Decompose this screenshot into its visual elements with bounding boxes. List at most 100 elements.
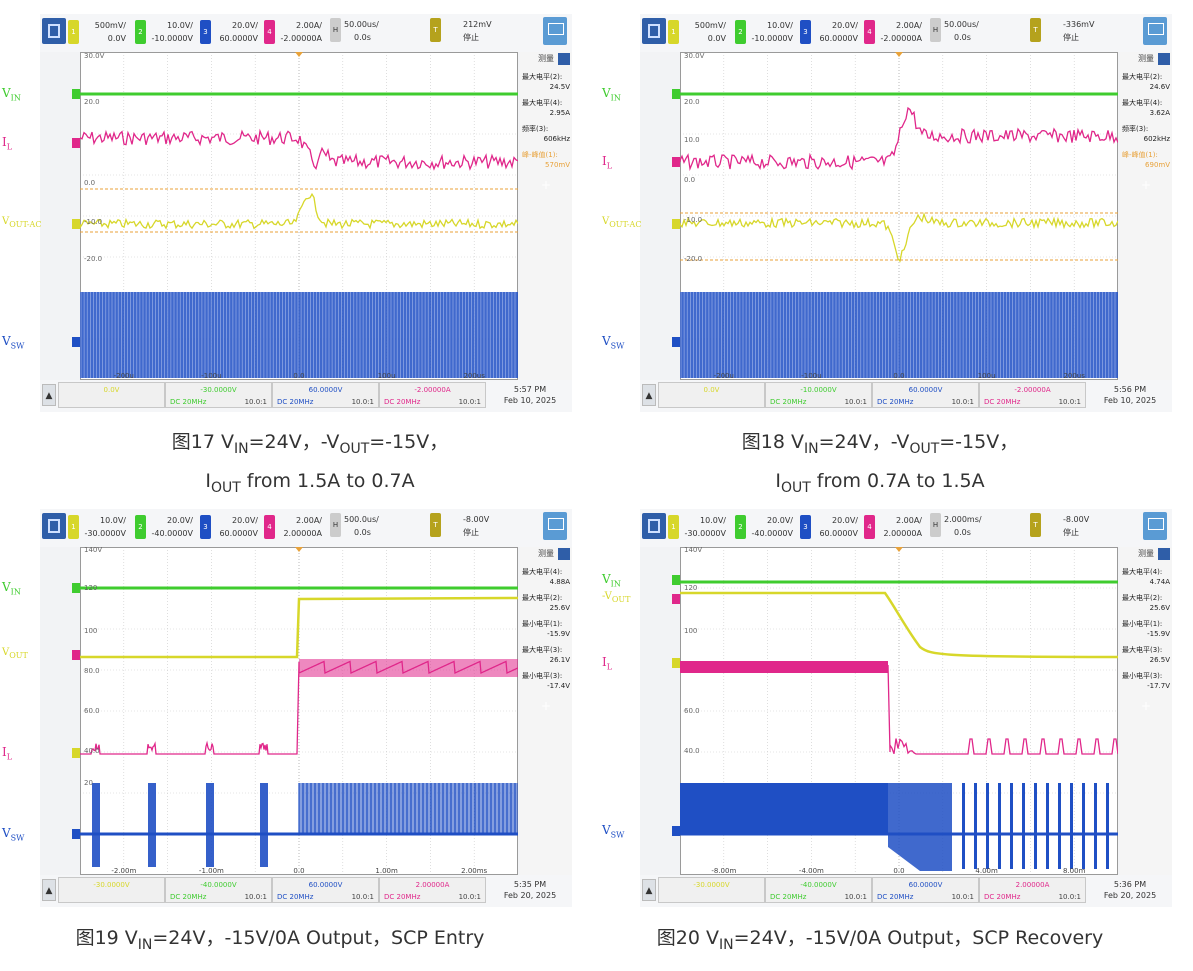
channel-status-3[interactable]: 60.0000V DC 20MHz 10.0:1 (272, 382, 379, 408)
measure-add-icon[interactable] (1158, 53, 1170, 65)
arrow-up-icon[interactable]: ▲ (642, 879, 656, 901)
horizontal-scale: 500.0us/ (344, 515, 379, 524)
channel-4-settings[interactable]: 4 2.00A/ -2.00000A (864, 18, 928, 48)
measurement-item[interactable]: 最大电平(4): 2.95A (522, 98, 570, 118)
channel-status-3[interactable]: 60.0000V DC 20MHz 10.0:1 (272, 877, 379, 903)
measure-add-icon[interactable] (1158, 548, 1170, 560)
tools-icon[interactable] (543, 512, 567, 540)
channel-1-settings[interactable]: 1 500mV/0.0V (668, 18, 732, 48)
channel-status-1[interactable]: -30.0000V (658, 877, 765, 903)
measurement-item[interactable]: 最小电平(1): -15.9V (1122, 619, 1170, 639)
channel-3-settings[interactable]: 3 20.0V/60.0000V (800, 18, 864, 48)
channel-marker[interactable] (72, 829, 80, 839)
channel-marker[interactable] (672, 157, 680, 167)
measurement-label: 最大电平(2): (1122, 594, 1163, 602)
channel-marker[interactable] (72, 89, 80, 99)
add-measurement-icon[interactable]: + (540, 178, 552, 192)
channel-marker[interactable] (72, 337, 80, 347)
channel-2-settings[interactable]: 2 20.0V/ -40.0000V (135, 513, 199, 543)
measurement-item[interactable]: 最大电平(2): 25.6V (1122, 593, 1170, 613)
arrow-up-icon[interactable]: ▲ (42, 384, 56, 406)
menu-icon[interactable] (642, 513, 666, 539)
channel-marker[interactable] (72, 583, 80, 593)
channel-marker[interactable] (672, 219, 680, 229)
measurement-item[interactable]: 最小电平(1): -15.9V (522, 619, 570, 639)
channel-marker[interactable] (72, 138, 80, 148)
measurement-item[interactable]: 最小电平(3): -17.7V (1122, 671, 1170, 691)
measurement-item[interactable]: 最小电平(3): -17.4V (522, 671, 570, 691)
channel-status-2[interactable]: -10.0000V DC 20MHz 10.0:1 (765, 382, 872, 408)
channel-2-settings[interactable]: 2 10.0V/ -10.0000V (135, 18, 199, 48)
tools-icon[interactable] (1143, 512, 1167, 540)
channel-4-settings[interactable]: 4 2.00A/2.00000A (264, 513, 328, 543)
measurement-item[interactable]: 最大电平(2): 24.6V (1122, 72, 1170, 92)
measure-add-icon[interactable] (558, 53, 570, 65)
channel-status-2[interactable]: -40.0000V DC 20MHz 10.0:1 (765, 877, 872, 903)
menu-icon[interactable] (42, 18, 66, 44)
channel-3-settings[interactable]: 3 20.0V/60.0000V (200, 513, 264, 543)
measurement-item[interactable]: 频率(3): 602kHz (1122, 124, 1170, 144)
channel-4-settings[interactable]: 4 2.00A/ -2.00000A (264, 18, 328, 48)
channel-status-3[interactable]: 60.0000V DC 20MHz 10.0:1 (872, 877, 979, 903)
channel-2-settings[interactable]: 2 20.0V/ -40.0000V (735, 513, 799, 543)
measurement-item[interactable]: 最大电平(2): 24.5V (522, 72, 570, 92)
menu-icon[interactable] (42, 513, 66, 539)
channel-marker[interactable] (672, 658, 680, 668)
channel-status-4[interactable]: 2.00000A DC 20MHz 10.0:1 (379, 877, 486, 903)
add-measurement-icon[interactable]: + (1140, 178, 1152, 192)
tools-icon[interactable] (543, 17, 567, 45)
channel-1-settings[interactable]: 1 10.0V/ -30.0000V (668, 513, 732, 543)
measurement-item[interactable]: 最大电平(3): 26.5V (1122, 645, 1170, 665)
channel-status-3[interactable]: 60.0000V DC 20MHz 10.0:1 (872, 382, 979, 408)
channel-marker[interactable] (72, 219, 80, 229)
horizontal-icon[interactable]: H (930, 513, 941, 537)
channel-1-settings[interactable]: 1 10.0V/ -30.0000V (68, 513, 132, 543)
menu-icon[interactable] (642, 18, 666, 44)
channel-marker[interactable] (72, 748, 80, 758)
trigger-icon[interactable]: T (1030, 18, 1041, 42)
measurement-item[interactable]: 最大电平(2): 25.6V (522, 593, 570, 613)
measurement-item[interactable]: 峰-峰值(1): 690mV (1122, 150, 1170, 170)
channel-3-settings[interactable]: 3 20.0V/60.0000V (200, 18, 264, 48)
measurement-item[interactable]: 峰-峰值(1): 570mV (522, 150, 570, 170)
channel-1-settings[interactable]: 1 500mV/0.0V (68, 18, 132, 48)
measurement-item[interactable]: 最大电平(3): 26.1V (522, 645, 570, 665)
waveform-plot: 30.0V 20.0 10.0 0.0 -10.0 -20.0 -200u -100u 0.0 1… (679, 52, 1119, 380)
channel-marker[interactable] (72, 650, 80, 660)
add-measurement-icon[interactable]: + (1140, 699, 1152, 713)
arrow-up-icon[interactable]: ▲ (42, 879, 56, 901)
measurement-item[interactable]: 最大电平(4): 4.88A (522, 567, 570, 587)
horizontal-icon[interactable]: H (930, 18, 941, 42)
trigger-icon[interactable]: T (430, 513, 441, 537)
channel-status-1[interactable]: -30.0000V (58, 877, 165, 903)
trigger-icon[interactable]: T (1030, 513, 1041, 537)
channel-3-settings[interactable]: 3 20.0V/60.0000V (800, 513, 864, 543)
channel-status-4[interactable]: -2.00000A DC 20MHz 10.0:1 (979, 382, 1086, 408)
channel-4-settings[interactable]: 4 2.00A/2.00000A (864, 513, 928, 543)
channel-marker[interactable] (672, 337, 680, 347)
measure-add-icon[interactable] (558, 548, 570, 560)
measure-title: 测量 (538, 54, 554, 63)
measurement-item[interactable]: 最大电平(4): 3.62A (1122, 98, 1170, 118)
channel-status-1[interactable]: 0.0V (58, 382, 165, 408)
measurement-item[interactable]: 最大电平(4): 4.74A (1122, 567, 1170, 587)
channel-status-4[interactable]: 2.00000A DC 20MHz 10.0:1 (979, 877, 1086, 903)
add-measurement-icon[interactable]: + (540, 699, 552, 713)
trigger-icon[interactable]: T (430, 18, 441, 42)
horizontal-icon[interactable]: H (330, 513, 341, 537)
channel-tag: 2 (135, 515, 146, 539)
tools-icon[interactable] (1143, 17, 1167, 45)
channel-status-2[interactable]: -30.0000V DC 20MHz 10.0:1 (165, 382, 272, 408)
channel-marker[interactable] (672, 826, 680, 836)
measurement-item[interactable]: 频率(3): 606kHz (522, 124, 570, 144)
channel-status-2[interactable]: -40.0000V DC 20MHz 10.0:1 (165, 877, 272, 903)
channel-marker[interactable] (672, 575, 680, 585)
arrow-up-icon[interactable]: ▲ (642, 384, 656, 406)
channel-marker[interactable] (672, 594, 680, 604)
channel-status-1[interactable]: 0.0V (658, 382, 765, 408)
channel-bandwidth: DC 20MHz (770, 893, 807, 901)
horizontal-icon[interactable]: H (330, 18, 341, 42)
channel-marker[interactable] (672, 89, 680, 99)
channel-2-settings[interactable]: 2 10.0V/ -10.0000V (735, 18, 799, 48)
channel-status-4[interactable]: -2.00000A DC 20MHz 10.0:1 (379, 382, 486, 408)
